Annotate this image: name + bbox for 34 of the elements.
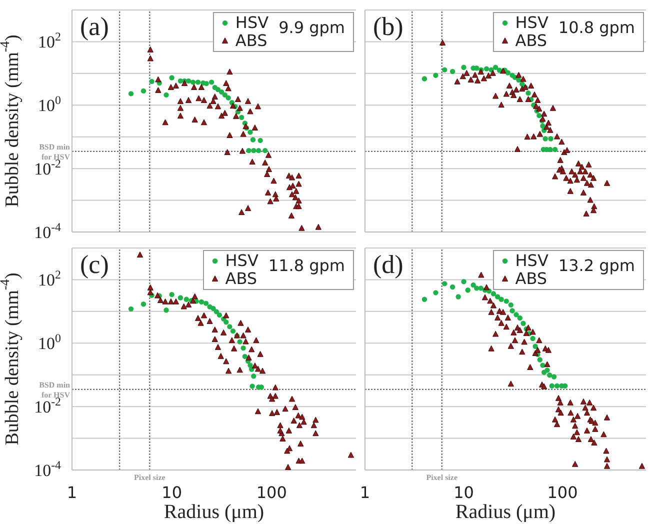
legend-label: HSV <box>235 13 269 32</box>
annotation: (d) <box>373 250 404 280</box>
x-tick-label: 100 <box>547 483 578 502</box>
legend-label: HSV <box>515 251 548 270</box>
ref-line-label: Pixel size <box>426 473 458 482</box>
ref-line-label: Pixel size <box>134 473 166 482</box>
annotation: (a) <box>80 12 109 42</box>
y-tick-label: 10$^{2}$ <box>38 30 62 52</box>
x-tick-label: 1 <box>360 483 370 502</box>
annotation: 11.8 gpm <box>268 256 345 275</box>
y-tick-label: 10$^{2}$ <box>38 268 62 290</box>
annotation: 10.8 gpm <box>558 18 635 37</box>
annotation: 9.9 gpm <box>278 18 345 37</box>
y-tick-label: 10$^{-4}$ <box>34 458 62 480</box>
x-axis-title: Radius (μm) <box>164 501 264 523</box>
x-tick-label: 1 <box>66 483 78 502</box>
y-tick-label: 10$^{0}$ <box>38 331 62 354</box>
x-tick-label: 10 <box>454 483 474 502</box>
y-tick-label: 10$^{-4}$ <box>34 220 62 242</box>
x-axis-title: Radius (μm) <box>455 501 556 523</box>
annotation: (b) <box>373 12 404 42</box>
y-tick-label: 10$^{0}$ <box>38 93 62 116</box>
legend-label: ABS <box>225 269 258 288</box>
legend-label: HSV <box>225 251 258 270</box>
annotation: (c) <box>80 250 109 280</box>
ref-line-label: BSD min for HSV <box>39 142 71 162</box>
x-tick-label: 100 <box>256 483 287 502</box>
legend-label: ABS <box>235 31 268 50</box>
legend-label: ABS <box>515 269 548 288</box>
annotation: 13.2 gpm <box>558 256 635 275</box>
ref-line-label: BSD min for HSV <box>39 380 71 400</box>
legend-label: ABS <box>515 31 548 50</box>
legend-label: HSV <box>515 13 548 32</box>
x-tick-label: 10 <box>162 483 182 502</box>
